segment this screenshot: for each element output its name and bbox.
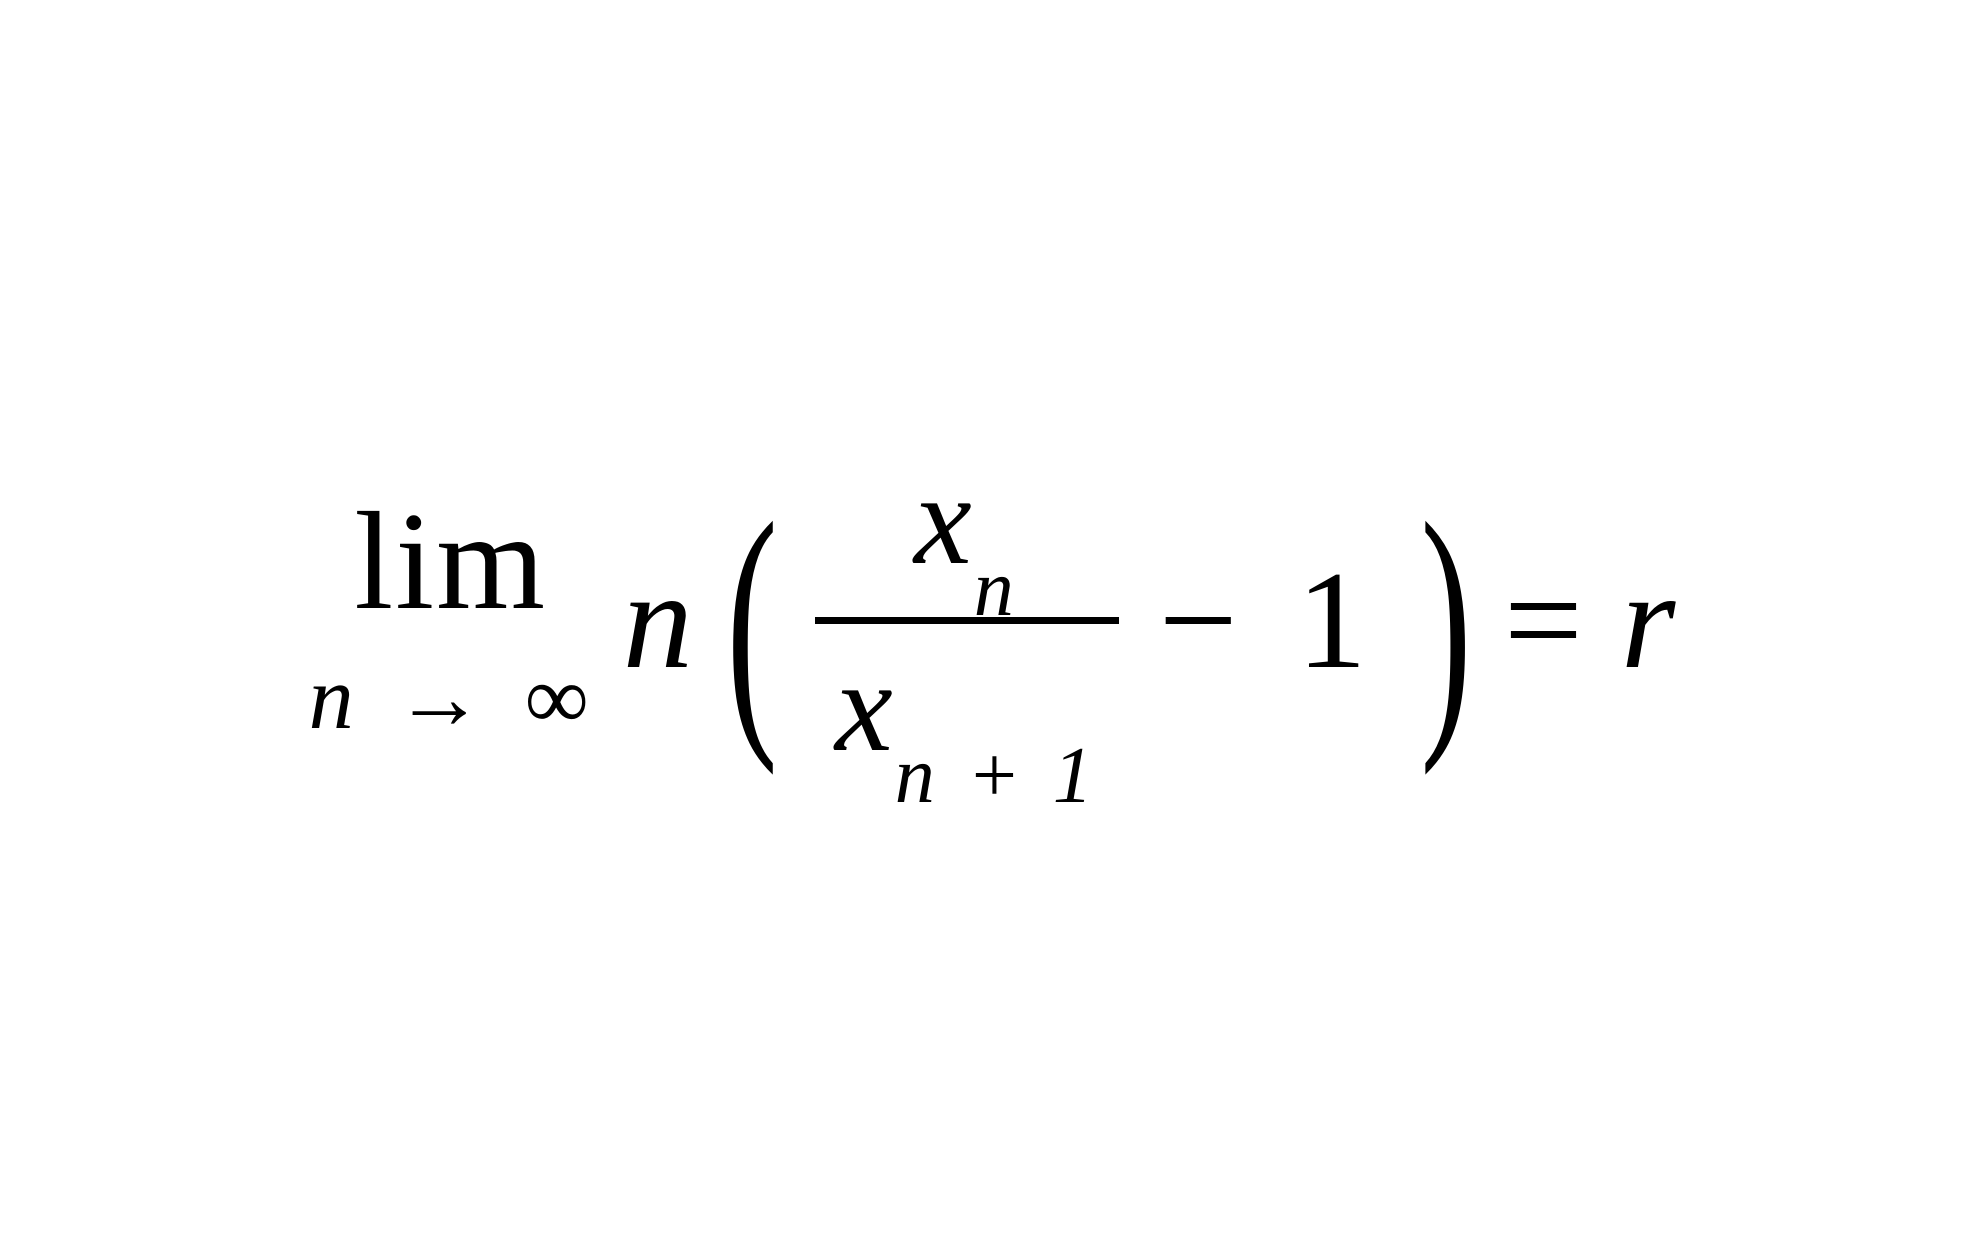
fraction: xn xn + 1 (815, 437, 1119, 804)
right-paren: ) (1420, 509, 1472, 733)
math-equation: lim n → ∞ n ( xn xn + 1 − 1 ) = r (309, 437, 1678, 804)
coefficient-n: n (623, 540, 695, 701)
denominator-subscript: n + 1 (895, 732, 1099, 820)
arrow-symbol: → (384, 649, 498, 748)
numerator-subscript: n (974, 545, 1020, 633)
denominator-var: x (835, 635, 895, 779)
result-r: r (1621, 540, 1677, 701)
numerator-var: x (914, 448, 974, 592)
denominator: xn + 1 (815, 624, 1119, 804)
minus-one: − 1 (1159, 540, 1379, 701)
lim-subscript: n → ∞ (309, 647, 593, 750)
numerator: xn (894, 437, 1040, 617)
one-digit: 1 (1297, 543, 1379, 698)
minus-sign: − (1159, 543, 1250, 698)
lim-var: n (309, 649, 358, 748)
left-paren: ( (726, 509, 778, 733)
lim-text: lim (354, 492, 547, 632)
fraction-line (815, 617, 1119, 624)
infinity-symbol: ∞ (525, 649, 593, 748)
limit-operator: lim n → ∞ (309, 492, 593, 750)
equals-sign: = (1504, 540, 1591, 701)
